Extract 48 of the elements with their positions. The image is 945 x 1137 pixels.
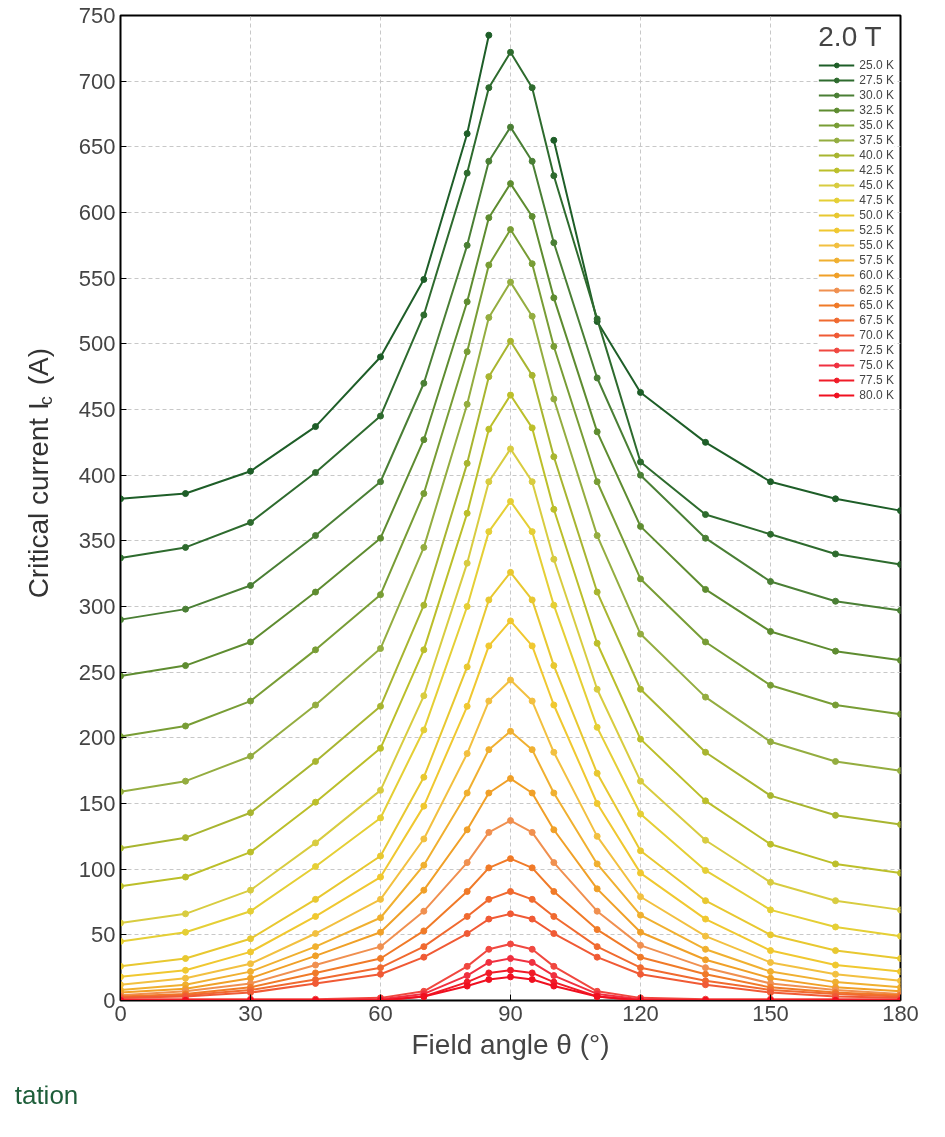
y-tick-label: 200 bbox=[78, 725, 116, 751]
y-tick-label: 450 bbox=[78, 397, 116, 422]
x-tick-label: 180 bbox=[882, 1000, 919, 1026]
legend-label: 65.0 K bbox=[859, 298, 894, 312]
x-tick-label: 60 bbox=[368, 1000, 393, 1026]
legend-label: 42.5 K bbox=[859, 163, 894, 177]
y-tick-label: 250 bbox=[78, 659, 116, 685]
legend-label: 40.0 K bbox=[859, 148, 894, 162]
legend-label: 80.0 K bbox=[859, 388, 894, 402]
x-tick-label: 30 bbox=[238, 1000, 263, 1026]
legend-title: 2.0 T bbox=[818, 21, 883, 53]
legend-label: 35.0 K bbox=[859, 118, 894, 132]
y-tick-label: 100 bbox=[78, 856, 116, 882]
y-tick-label: 750 bbox=[78, 3, 116, 28]
x-tick-label: 90 bbox=[498, 1000, 523, 1026]
legend-label: 60.0 K bbox=[859, 268, 894, 282]
legend-label: 50.0 K bbox=[859, 208, 894, 222]
legend-label: 75.0 K bbox=[859, 358, 894, 372]
legend-label: 62.5 K bbox=[859, 283, 894, 297]
legend-label: 45.0 K bbox=[859, 178, 894, 192]
legend-label: 30.0 K bbox=[859, 88, 894, 102]
x-tick-label: 120 bbox=[622, 1000, 659, 1026]
x-tick-label: 150 bbox=[752, 1000, 789, 1026]
legend-label: 72.5 K bbox=[859, 343, 894, 357]
y-tick-label: 500 bbox=[78, 331, 116, 357]
y-tick-label: 700 bbox=[78, 68, 116, 94]
text: tation bbox=[14, 1080, 79, 1110]
legend-label: 32.5 K bbox=[859, 103, 894, 117]
y-tick-label: 150 bbox=[78, 791, 116, 816]
y-tick-label: 650 bbox=[78, 134, 116, 160]
x-axis-title: Field angle θ (°) bbox=[411, 1028, 610, 1060]
legend-label: 37.5 K bbox=[859, 133, 894, 147]
legend-label: 57.5 K bbox=[859, 253, 894, 267]
y-axis-title: Critical current Ic (A) bbox=[23, 347, 56, 599]
y-tick-label: 400 bbox=[78, 462, 116, 488]
legend-label: 27.5 K bbox=[859, 73, 894, 87]
legend-label: 67.5 K bbox=[859, 313, 894, 327]
legend-label: 47.5 K bbox=[859, 193, 894, 207]
legend-label: 25.0 K bbox=[859, 58, 894, 72]
y-tick-label: 350 bbox=[78, 528, 116, 554]
y-tick-label: 300 bbox=[78, 594, 116, 619]
y-tick-label: 600 bbox=[78, 200, 116, 225]
legend-label: 52.5 K bbox=[859, 223, 894, 237]
legend-label: 77.5 K bbox=[859, 373, 894, 387]
y-tick-label: 50 bbox=[91, 922, 116, 948]
legend-label: 70.0 K bbox=[859, 328, 894, 342]
y-tick-label: 550 bbox=[78, 265, 116, 291]
legend-label: 55.0 K bbox=[859, 238, 894, 252]
